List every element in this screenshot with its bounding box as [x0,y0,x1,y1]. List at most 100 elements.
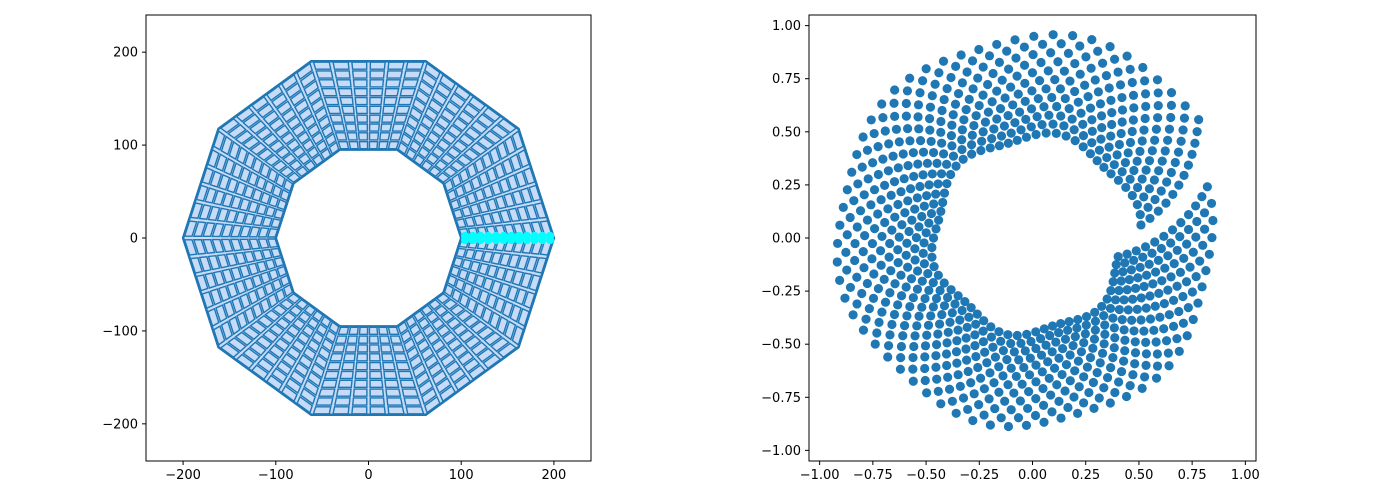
mesh-cell [306,88,322,106]
scatter-point [1019,362,1029,373]
scatter-point [1119,295,1129,305]
scatter-point [989,124,999,134]
mesh-cell [255,335,273,350]
mesh-cell [422,324,436,338]
mesh-highlight-cell [522,231,531,241]
scatter-x-tick-label: 0.50 [1124,468,1153,483]
scatter-point [928,277,938,288]
scatter-point [1061,131,1071,141]
scatter-point [908,376,918,386]
scatter-point [835,275,845,285]
mesh-cell [391,123,406,132]
scatter-point [861,314,871,324]
scatter-point [893,245,903,255]
scatter-point [842,265,852,275]
scatter-point [974,44,984,55]
scatter-point [889,177,900,187]
mesh-cell [339,96,354,106]
scatter-point [905,301,915,312]
mesh-cell [261,248,273,260]
scatter-point [1197,282,1207,292]
scatter-point [1114,139,1125,150]
scatter-point [1110,268,1120,278]
scatter-point [987,134,997,144]
scatter-point [978,127,988,137]
mesh-cell [369,397,386,406]
mesh-cell [281,107,297,123]
scatter-point [920,375,930,386]
scatter-point [1026,104,1037,114]
scatter-point [1060,386,1070,396]
mesh-marks [181,60,556,416]
scatter-point [1078,119,1088,129]
mesh-cell [470,341,489,357]
mesh-cell [271,278,283,292]
scatter-point [896,341,907,352]
scatter-point [964,94,974,104]
scatter-point [1202,182,1212,192]
scatter-point [1076,108,1086,118]
mesh-cell [256,202,268,216]
scatter-point [1130,337,1140,347]
scatter-point [992,114,1002,124]
mesh-cell [204,272,218,289]
mesh-cell [449,303,466,317]
scatter-point [984,394,994,404]
scatter-point [1131,246,1141,256]
scatter-point [1054,328,1064,338]
scatter-point [1100,329,1110,339]
mesh-cell [339,370,354,380]
mesh-cell [431,123,446,138]
scatter-point [866,200,876,210]
mesh-cell [333,70,351,79]
scatter-point [1067,114,1077,124]
scatter-point [1016,125,1026,135]
mesh-cell [493,162,506,180]
mesh-cell [431,90,448,107]
scatter-point [1045,330,1055,341]
scatter-point [1061,360,1072,370]
scatter-point [1118,267,1128,277]
scatter-point [1074,382,1084,392]
scatter-point [988,68,998,79]
scatter-point [912,284,923,294]
scatter-point [1036,350,1047,360]
mesh-cell [357,132,369,141]
scatter-point [1097,301,1107,312]
mesh-cell [285,377,302,395]
scatter-point [1087,138,1097,148]
mesh-cell [395,105,411,115]
scatter-point [1012,71,1022,81]
scatter-point [1136,293,1146,303]
scatter-point [1060,93,1070,104]
scatter-point [929,261,939,272]
scatter-point [903,196,913,206]
scatter-point [1121,182,1131,193]
scatter-point [1044,373,1054,383]
mesh-cell [276,360,293,376]
scatter-point [959,115,969,125]
mesh-cell [369,379,384,389]
mesh-cell [278,298,295,311]
scatter-point [1179,253,1189,263]
scatter-point [936,399,946,409]
scatter-point [1114,285,1124,296]
scatter-point [987,97,997,107]
scatter-point [957,125,967,135]
mesh-cell [192,239,207,255]
scatter-point [921,228,931,238]
scatter-point [951,347,962,357]
scatter-point [997,75,1007,85]
mesh-cell [477,200,490,214]
scatter-point [1169,259,1179,269]
scatter-point [1028,49,1038,60]
mesh-cell [503,192,516,208]
scatter-point [1031,129,1041,140]
scatter-point [971,111,981,121]
mesh-cell [454,278,466,292]
mesh-cell [256,260,268,274]
scatter-point [1125,64,1135,74]
scatter-point [1178,125,1188,135]
mesh-cell [498,282,511,299]
mesh-cell [264,205,276,218]
